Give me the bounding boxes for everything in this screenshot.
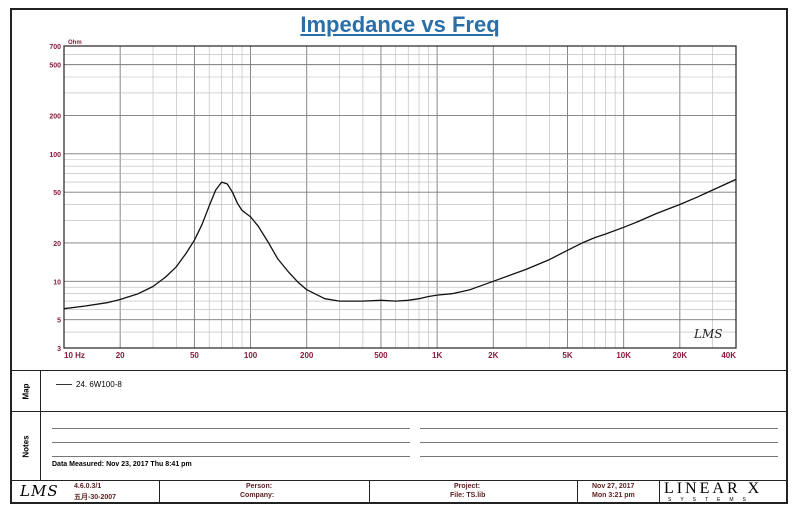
footer-date-cell: Nov 27, 2017 Mon 3:21 pm — [578, 481, 660, 503]
legend-swatch — [56, 384, 72, 385]
note-line[interactable] — [52, 428, 410, 429]
note-line[interactable] — [420, 456, 778, 457]
x-tick-label: 5K — [562, 351, 572, 360]
note-line[interactable] — [420, 428, 778, 429]
x-tick-label: 200 — [300, 351, 314, 360]
map-side-label: Map — [12, 371, 41, 411]
chart-title: Impedance vs Freq — [300, 12, 500, 37]
note-line[interactable] — [420, 442, 778, 443]
build-date-text: 五月-30-2007 — [74, 494, 117, 501]
y-tick-label: 700 — [49, 44, 61, 51]
y-axis-label: Ohm — [68, 40, 82, 46]
note-line[interactable] — [52, 456, 410, 457]
x-tick-label: 20K — [672, 351, 687, 360]
date-text: Nov 27, 2017 — [592, 483, 635, 490]
x-tick-label: 1K — [432, 351, 442, 360]
file-label: File: TS.lib — [450, 492, 486, 499]
y-tick-label: 50 — [53, 190, 61, 197]
x-tick-label: 100 — [244, 351, 258, 360]
project-label: Project: — [454, 483, 481, 490]
time-text: Mon 3:21 pm — [592, 492, 635, 499]
footer-person-cell: Person: Company: — [160, 481, 370, 503]
legend: 24. 6W100-8 — [56, 380, 122, 389]
map-band-divider — [12, 370, 786, 371]
lms-logo: LMS — [20, 482, 59, 500]
x-tick-label: 10K — [616, 351, 631, 360]
y-tick-label: 200 — [49, 113, 61, 120]
plot-area — [64, 46, 736, 348]
x-tick-label: 500 — [374, 351, 388, 360]
y-tick-label: 3 — [57, 346, 61, 353]
data-measured-text: Data Measured: Nov 23, 2017 Thu 8:41 pm — [52, 461, 192, 468]
footer-divider — [12, 480, 786, 481]
x-tick-label: 40K — [721, 351, 736, 360]
plot-border — [63, 45, 737, 349]
notes-label-text: Notes — [21, 434, 31, 458]
y-tick-label: 20 — [53, 241, 61, 248]
footer-project-cell: Project: File: TS.lib — [370, 481, 578, 503]
y-tick-label: 10 — [53, 279, 61, 286]
footer-version-cell: 4.6.0.3/1 五月-30-2007 — [12, 481, 160, 503]
company-label: Company: — [240, 492, 275, 499]
x-tick-label: 50 — [190, 351, 199, 360]
y-tick-label: 5 — [57, 318, 61, 325]
y-tick-label: 100 — [49, 152, 61, 159]
person-label: Person: — [246, 483, 273, 490]
legend-entry: 24. 6W100-8 — [76, 380, 122, 389]
impedance-curve — [63, 178, 737, 310]
x-tick-label: 20 — [116, 351, 125, 360]
notes-band-divider — [12, 411, 786, 412]
x-tick-label: 2K — [488, 351, 498, 360]
y-tick-label: 500 — [49, 63, 61, 70]
linearx-subtitle: SYSTEMS — [668, 497, 755, 503]
map-label-text: Map — [21, 383, 31, 399]
linearx-logo: LINEAR X — [664, 480, 763, 497]
x-tick-label: 10 Hz — [64, 351, 85, 360]
version-text: 4.6.0.3/1 — [74, 483, 102, 490]
note-line[interactable] — [52, 442, 410, 443]
notes-side-label: Notes — [12, 412, 41, 480]
lms-watermark: LMS — [693, 327, 722, 341]
